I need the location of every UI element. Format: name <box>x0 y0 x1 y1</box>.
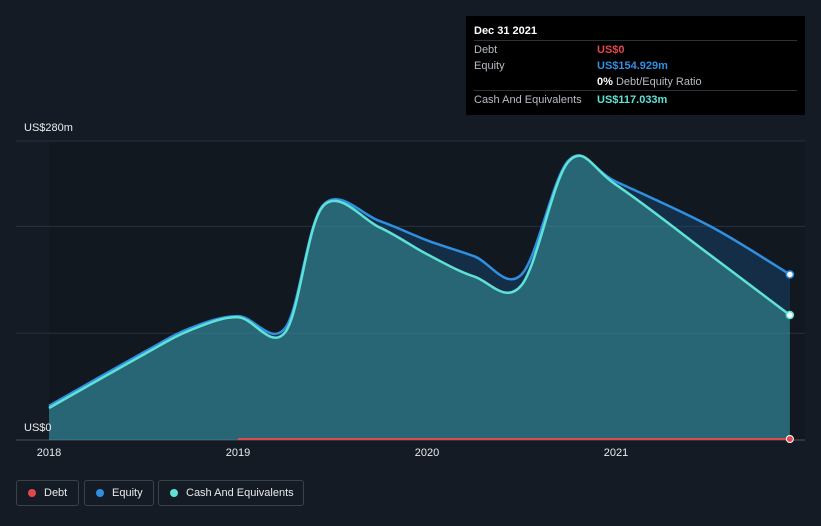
tooltip-row-ratio: 0% Debt/Equity Ratio <box>474 73 797 89</box>
cash-series-line[interactable] <box>48 154 791 410</box>
tooltip-cash-label: Cash And Equivalents <box>474 94 582 106</box>
tooltip-debt-value: US$0 <box>597 44 625 56</box>
equity-band <box>49 155 790 441</box>
ratio-percent: 0% <box>597 76 613 88</box>
tooltip-debt-label: Debt <box>474 44 498 56</box>
x-tick-label: 2019 <box>225 447 251 459</box>
plot-background <box>49 141 805 440</box>
legend-cash-label: Cash And Equivalents <box>186 487 294 499</box>
tooltip-cash-value: US$117.033m <box>597 94 668 106</box>
ratio-label: Debt/Equity Ratio <box>615 76 702 88</box>
tooltip-equity-value: US$154.929m <box>597 60 668 72</box>
tooltip-ratio-value: 0% Debt/Equity Ratio <box>597 76 702 88</box>
debt-end-marker <box>785 435 794 443</box>
legend-debt-label: Debt <box>44 487 68 499</box>
cash-area <box>49 155 790 440</box>
tooltip-equity-label: Equity <box>474 60 505 72</box>
legend-debt-dot <box>28 489 36 497</box>
x-tick-label: 2020 <box>414 447 440 459</box>
tooltip-row-equity: Equity US$154.929m <box>474 57 797 73</box>
legend-item-cash[interactable]: Cash And Equivalents <box>158 480 304 506</box>
x-tick-label: 2018 <box>36 447 62 459</box>
y-axis-top-label: US$280m <box>24 122 73 134</box>
equity-end-marker <box>785 270 795 279</box>
legend-item-equity[interactable]: Equity <box>84 480 154 506</box>
legend-item-debt[interactable]: Debt <box>16 480 79 506</box>
legend-equity-label: Equity <box>112 487 143 499</box>
tooltip-row-cash: Cash And Equivalents US$117.033m <box>474 90 797 107</box>
tooltip-date: Dec 31 2021 <box>474 25 537 37</box>
equity-series-line[interactable] <box>48 154 791 407</box>
legend-equity-dot <box>96 489 104 497</box>
grid-lines <box>16 140 805 441</box>
x-tick-label: 2021 <box>603 447 629 459</box>
tooltip-panel: Dec 31 2021 Debt US$0 Equity US$154.929m… <box>466 16 805 115</box>
legend-cash-dot <box>170 489 178 497</box>
cash-end-marker <box>785 310 795 320</box>
y-axis-bottom-label: US$0 <box>24 422 52 434</box>
tooltip-row-debt: Debt US$0 <box>474 40 797 57</box>
